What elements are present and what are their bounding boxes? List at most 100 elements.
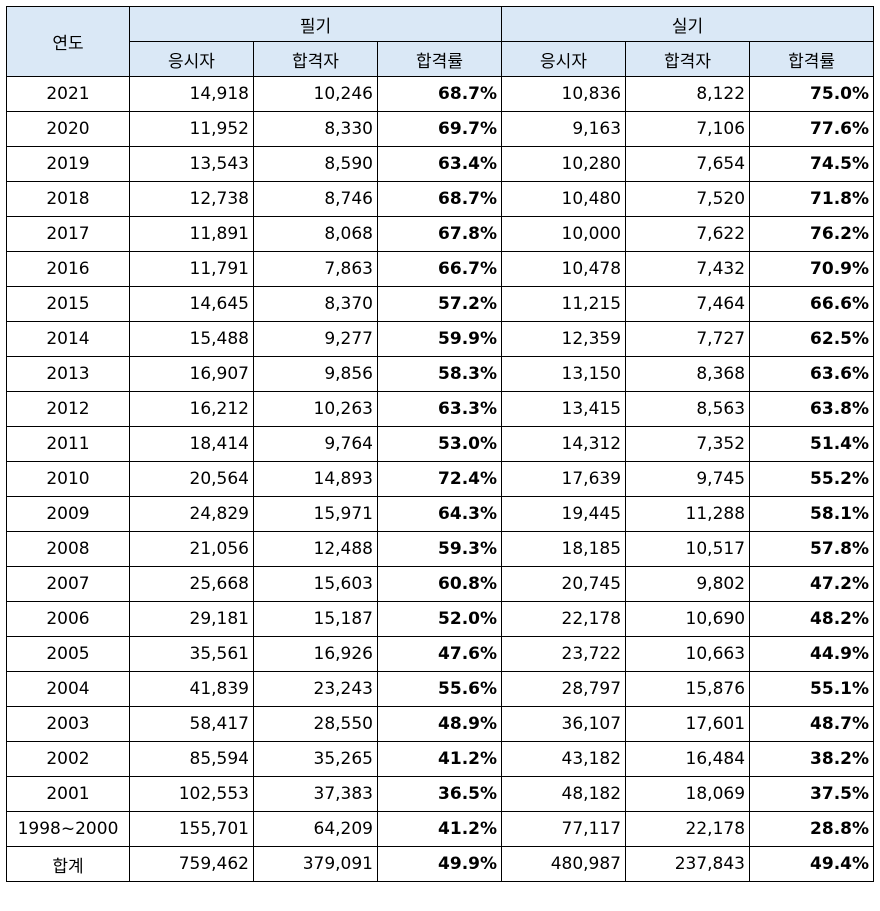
cell-year: 2016 [6, 251, 130, 287]
cell-written-applicants: 58,417 [129, 706, 254, 742]
cell-practical-passers: 10,517 [625, 531, 751, 567]
cell-written-passers: 15,603 [253, 566, 378, 602]
cell-practical-applicants: 43,182 [501, 741, 627, 777]
cell-written-applicants: 25,668 [129, 566, 254, 602]
cell-written-rate: 72.4% [376, 461, 503, 497]
cell-year: 2017 [6, 216, 130, 252]
cell-written-passers: 7,863 [253, 251, 378, 287]
cell-written-passers: 8,746 [253, 181, 378, 217]
cell-practical-passers: 7,464 [625, 286, 751, 322]
cell-written-applicants: 15,488 [129, 321, 254, 357]
table-row: 2009 24,829 15,971 64.3% 19,445 11,288 58.1% [6, 496, 875, 532]
cell-written-passers: 8,068 [253, 216, 378, 252]
cell-year: 2005 [6, 636, 130, 672]
table-row: 2008 21,056 12,488 59.3% 18,185 10,517 57.8% [6, 531, 875, 567]
header-written-rate: 합격률 [376, 41, 503, 77]
cell-practical-applicants: 28,797 [501, 671, 627, 707]
cell-year: 2010 [6, 461, 130, 497]
cell-written-passers: 9,764 [253, 426, 378, 462]
cell-year: 2007 [6, 566, 130, 602]
cell-written-rate: 59.3% [376, 531, 503, 567]
cell-practical-applicants: 13,150 [501, 356, 627, 392]
cell-written-applicants: 12,738 [129, 181, 254, 217]
cell-written-rate: 64.3% [376, 496, 503, 532]
cell-practical-rate: 63.6% [749, 356, 875, 392]
cell-written-rate: 49.9% [376, 846, 503, 882]
cell-practical-rate: 38.2% [749, 741, 875, 777]
cell-written-passers: 10,246 [253, 76, 378, 112]
cell-practical-applicants: 22,178 [501, 601, 627, 637]
table-row: 2016 11,791 7,863 66.7% 10,478 7,432 70.9% [6, 251, 875, 287]
cell-written-rate: 58.3% [376, 356, 503, 392]
cell-practical-applicants: 13,415 [501, 391, 627, 427]
header-practical-applicants: 응시자 [501, 41, 627, 77]
cell-practical-rate: 51.4% [749, 426, 875, 462]
cell-practical-applicants: 19,445 [501, 496, 627, 532]
table-row: 2019 13,543 8,590 63.4% 10,280 7,654 74.5% [6, 146, 875, 182]
table-row: 2013 16,907 9,856 58.3% 13,150 8,368 63.6% [6, 356, 875, 392]
cell-practical-passers: 237,843 [625, 846, 751, 882]
cell-practical-passers: 10,663 [625, 636, 751, 672]
cell-practical-passers: 11,288 [625, 496, 751, 532]
cell-practical-passers: 8,122 [625, 76, 751, 112]
cell-practical-rate: 47.2% [749, 566, 875, 602]
cell-written-passers: 9,277 [253, 321, 378, 357]
cell-year: 2012 [6, 391, 130, 427]
cell-year: 2013 [6, 356, 130, 392]
cell-practical-applicants: 11,215 [501, 286, 627, 322]
cell-practical-passers: 8,368 [625, 356, 751, 392]
cell-practical-applicants: 9,163 [501, 111, 627, 147]
cell-practical-passers: 7,654 [625, 146, 751, 182]
cell-year: 2008 [6, 531, 130, 567]
cell-practical-rate: 55.1% [749, 671, 875, 707]
cell-written-rate: 63.4% [376, 146, 503, 182]
table-row: 2021 14,918 10,246 68.7% 10,836 8,122 75.0% [6, 76, 875, 112]
table-row-total: 합계 759,462 379,091 49.9% 480,987 237,843 49.4% [6, 846, 875, 882]
cell-year: 2019 [6, 146, 130, 182]
cell-practical-rate: 49.4% [749, 846, 875, 882]
cell-written-applicants: 13,543 [129, 146, 254, 182]
table-row: 2015 14,645 8,370 57.2% 11,215 7,464 66.6% [6, 286, 875, 322]
table-row: 2017 11,891 8,068 67.8% 10,000 7,622 76.2% [6, 216, 875, 252]
cell-written-applicants: 20,564 [129, 461, 254, 497]
cell-practical-passers: 15,876 [625, 671, 751, 707]
cell-practical-applicants: 23,722 [501, 636, 627, 672]
table-row: 2006 29,181 15,187 52.0% 22,178 10,690 48.2% [6, 601, 875, 637]
cell-practical-applicants: 48,182 [501, 776, 627, 812]
cell-written-rate: 36.5% [376, 776, 503, 812]
table-row: 2003 58,417 28,550 48.9% 36,107 17,601 48.7% [6, 706, 875, 742]
cell-year: 2014 [6, 321, 130, 357]
cell-practical-rate: 66.6% [749, 286, 875, 322]
cell-practical-applicants: 14,312 [501, 426, 627, 462]
cell-practical-passers: 7,106 [625, 111, 751, 147]
cell-written-rate: 48.9% [376, 706, 503, 742]
cell-written-applicants: 35,561 [129, 636, 254, 672]
cell-written-applicants: 21,056 [129, 531, 254, 567]
header-practical-passers: 합격자 [625, 41, 751, 77]
cell-written-passers: 23,243 [253, 671, 378, 707]
cell-practical-applicants: 12,359 [501, 321, 627, 357]
cell-written-applicants: 759,462 [129, 846, 254, 882]
table-body: 2021 14,918 10,246 68.7% 10,836 8,122 75.0% 202… [6, 76, 875, 882]
cell-year: 2020 [6, 111, 130, 147]
cell-written-applicants: 41,839 [129, 671, 254, 707]
table-row: 2004 41,839 23,243 55.6% 28,797 15,876 55.1% [6, 671, 875, 707]
header-practical-rate: 합격률 [749, 41, 875, 77]
cell-written-rate: 66.7% [376, 251, 503, 287]
cell-written-applicants: 11,891 [129, 216, 254, 252]
header-row-main: 연도 필기 실기 [6, 6, 875, 77]
cell-written-rate: 41.2% [376, 811, 503, 847]
cell-practical-applicants: 10,480 [501, 181, 627, 217]
cell-practical-applicants: 17,639 [501, 461, 627, 497]
cell-practical-rate: 37.5% [749, 776, 875, 812]
cell-practical-passers: 18,069 [625, 776, 751, 812]
cell-written-applicants: 155,701 [129, 811, 254, 847]
cell-practical-rate: 74.5% [749, 146, 875, 182]
table-header: 연도 필기 실기 응시자 합격자 합격률 응시자 합격자 합격률 [6, 6, 875, 77]
cell-written-applicants: 16,212 [129, 391, 254, 427]
cell-practical-applicants: 10,836 [501, 76, 627, 112]
cell-written-passers: 15,971 [253, 496, 378, 532]
table-row: 2012 16,212 10,263 63.3% 13,415 8,563 63.8% [6, 391, 875, 427]
cell-practical-passers: 7,520 [625, 181, 751, 217]
cell-written-applicants: 11,791 [129, 251, 254, 287]
